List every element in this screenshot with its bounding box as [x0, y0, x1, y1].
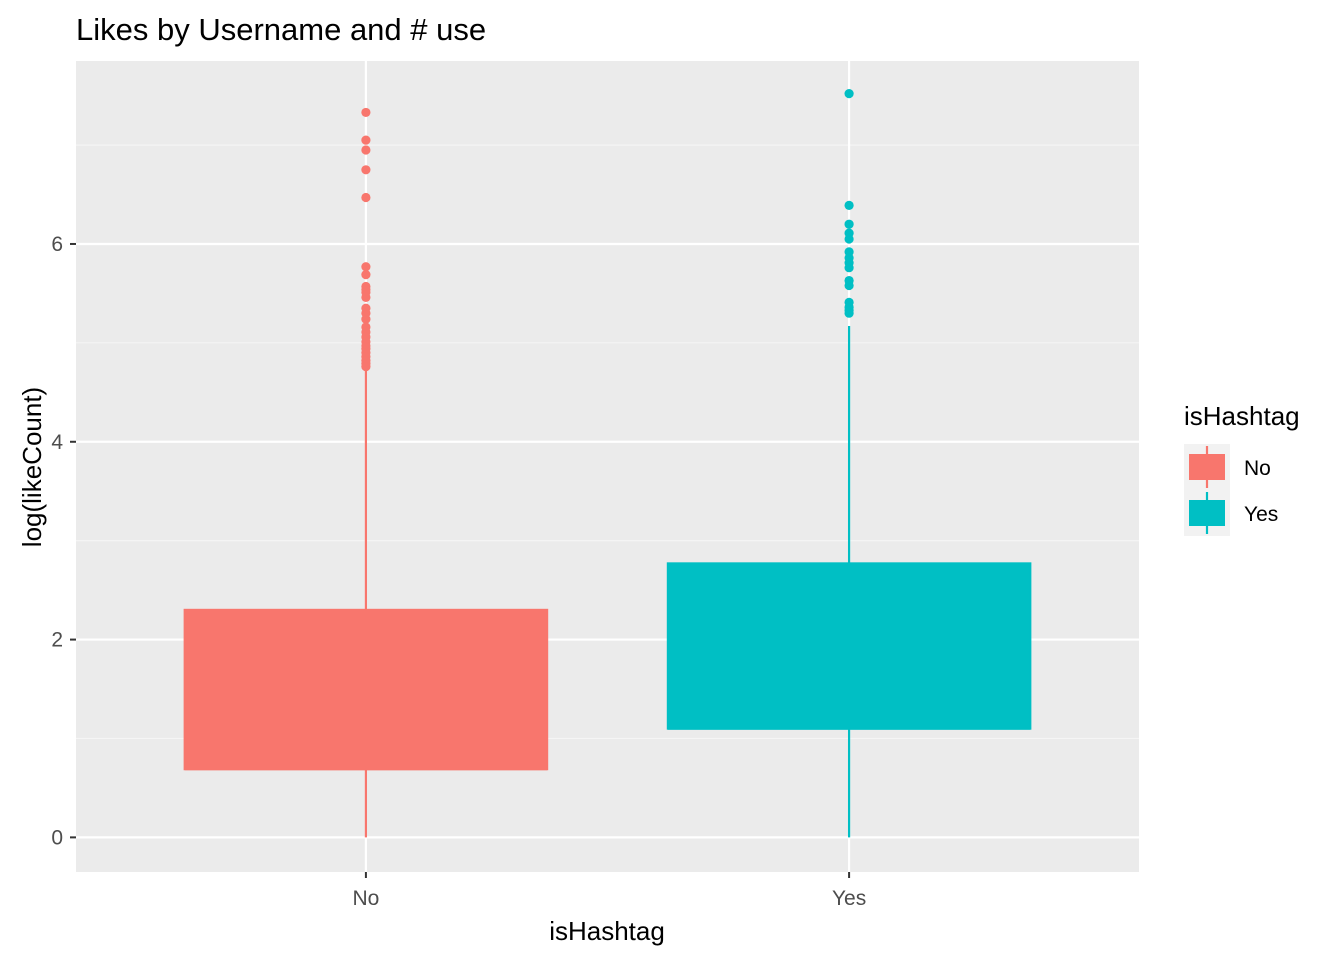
y-axis-title: log(likeCount) — [17, 387, 47, 547]
legend: isHashtag No Yes — [1184, 401, 1300, 536]
legend-key-swatch — [1189, 454, 1225, 480]
legend-label: No — [1244, 457, 1271, 480]
outlier-point — [361, 145, 371, 155]
outlier-point — [361, 292, 371, 302]
chart-title: Likes by Username and # use — [76, 12, 486, 47]
outlier-point — [844, 200, 854, 210]
outlier-point — [361, 262, 371, 272]
outlier-point — [844, 280, 854, 291]
x-axis-title: isHashtag — [549, 916, 665, 946]
legend-title: isHashtag — [1184, 401, 1300, 431]
iqr-box — [666, 562, 1032, 730]
outlier-point — [844, 234, 854, 244]
x-tick-label: Yes — [832, 887, 866, 910]
outlier-point — [361, 270, 371, 280]
legend-key-swatch — [1189, 500, 1225, 526]
outlier-point — [361, 135, 371, 145]
legend-label: Yes — [1244, 503, 1278, 526]
box-no — [183, 107, 549, 838]
outlier-point — [844, 89, 854, 99]
outlier-point — [844, 308, 854, 318]
outlier-point — [361, 192, 371, 203]
x-axis: No Yes — [352, 872, 866, 910]
outlier-point — [844, 219, 854, 229]
outlier-point — [361, 107, 371, 118]
y-tick-label: 6 — [51, 233, 63, 256]
box-yes — [666, 89, 1032, 838]
y-axis: 0 2 4 6 — [51, 233, 76, 849]
box-series — [183, 89, 1032, 838]
y-tick-label: 2 — [51, 629, 63, 652]
outlier-point — [844, 263, 854, 273]
outlier-point — [361, 165, 371, 175]
y-tick-label: 4 — [51, 431, 63, 454]
outlier-point — [361, 362, 371, 372]
x-tick-label: No — [352, 887, 379, 910]
iqr-box — [183, 608, 549, 771]
outlier-point — [361, 314, 371, 324]
y-tick-label: 0 — [51, 826, 63, 849]
